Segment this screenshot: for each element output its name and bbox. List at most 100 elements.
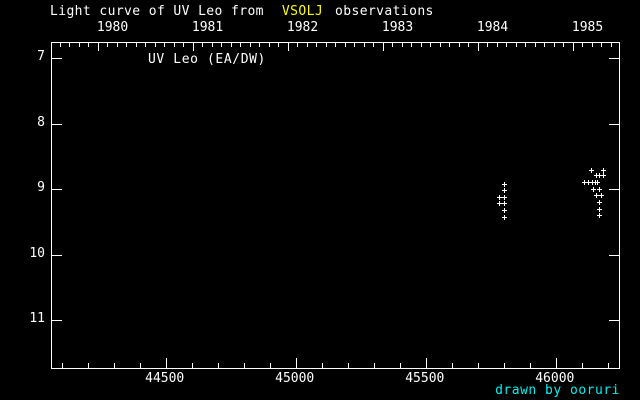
year-minor-tick	[515, 43, 517, 47]
year-minor-tick	[230, 43, 232, 47]
data-point	[496, 195, 502, 200]
data-point	[601, 173, 607, 179]
jd-minor-tick	[529, 363, 531, 368]
year-minor-tick	[135, 43, 137, 47]
year-minor-tick	[306, 43, 308, 47]
data-point	[597, 200, 603, 206]
year-minor-tick	[154, 43, 156, 47]
mag-tick-left	[52, 320, 62, 322]
mag-tick-right	[609, 123, 619, 125]
data-point	[591, 187, 597, 193]
year-minor-tick	[259, 43, 261, 47]
year-minor-tick	[534, 43, 536, 47]
year-minor-tick	[392, 43, 394, 47]
year-major-tick	[382, 43, 384, 51]
year-minor-tick	[116, 43, 118, 47]
jd-minor-tick	[87, 363, 89, 368]
jd-minor-tick	[139, 363, 141, 368]
year-minor-tick	[553, 43, 555, 47]
jd-minor-tick	[191, 363, 193, 368]
year-minor-tick	[582, 43, 584, 47]
year-minor-tick	[506, 43, 508, 47]
year-label: 1981	[191, 20, 224, 35]
year-major-tick	[287, 43, 289, 51]
chart-title-tail: observations	[335, 4, 434, 19]
data-point	[597, 173, 603, 179]
jd-minor-tick	[581, 363, 583, 368]
data-point	[586, 179, 592, 185]
year-minor-tick	[297, 43, 299, 47]
jd-tick-label: 44500	[145, 371, 185, 386]
jd-major-tick	[295, 358, 297, 368]
year-minor-tick	[145, 43, 147, 47]
year-label: 1983	[381, 20, 414, 35]
year-minor-tick	[325, 43, 327, 47]
year-minor-tick	[401, 43, 403, 47]
data-point	[599, 193, 605, 198]
mag-tick-right	[609, 320, 619, 322]
year-minor-tick	[591, 43, 593, 47]
jd-tick-label: 46000	[535, 371, 575, 386]
year-label: 1982	[286, 20, 319, 35]
data-point	[594, 193, 600, 198]
year-minor-tick	[221, 43, 223, 47]
jd-minor-tick	[607, 363, 609, 368]
year-label: 1984	[476, 20, 509, 35]
plot-area	[51, 42, 620, 369]
year-minor-tick	[420, 43, 422, 47]
year-minor-tick	[126, 43, 128, 47]
data-point	[601, 167, 607, 173]
credit-text: drawn by ooruri	[495, 383, 620, 398]
year-minor-tick	[563, 43, 565, 47]
mag-tick-label: 10	[29, 245, 45, 261]
data-point	[501, 188, 507, 194]
data-point	[597, 206, 603, 212]
year-major-tick	[97, 43, 99, 51]
year-minor-tick	[202, 43, 204, 47]
chart-title-highlight: VSOLJ	[281, 4, 324, 19]
jd-minor-tick	[477, 363, 479, 368]
year-minor-tick	[373, 43, 375, 47]
data-point	[501, 181, 507, 187]
year-minor-tick	[78, 43, 80, 47]
jd-minor-tick	[399, 363, 401, 368]
data-point	[597, 212, 603, 218]
year-minor-tick	[268, 43, 270, 47]
jd-tick-label: 45500	[405, 371, 445, 386]
mag-tick-left	[52, 58, 62, 60]
year-minor-tick	[487, 43, 489, 47]
jd-minor-tick	[113, 363, 115, 368]
year-minor-tick	[601, 43, 603, 47]
year-minor-tick	[363, 43, 365, 47]
year-minor-tick	[69, 43, 71, 47]
data-point	[501, 208, 507, 214]
year-label: 1985	[571, 20, 604, 35]
jd-minor-tick	[269, 363, 271, 368]
year-minor-tick	[468, 43, 470, 47]
mag-tick-left	[52, 189, 62, 191]
chart-title: Light curve of UV Leo from VSOLJ observati…	[50, 4, 434, 19]
year-major-tick	[477, 43, 479, 51]
year-minor-tick	[411, 43, 413, 47]
year-minor-tick	[183, 43, 185, 47]
year-minor-tick	[344, 43, 346, 47]
year-minor-tick	[449, 43, 451, 47]
year-label: 1980	[96, 20, 129, 35]
year-minor-tick	[164, 43, 166, 47]
data-point	[597, 187, 603, 193]
data-point	[501, 214, 507, 220]
jd-tick-label: 45000	[275, 371, 315, 386]
year-minor-tick	[173, 43, 175, 47]
year-minor-tick	[335, 43, 337, 47]
mag-tick-label: 9	[37, 180, 45, 196]
data-point	[590, 179, 596, 185]
year-minor-tick	[211, 43, 213, 47]
mag-tick-left	[52, 254, 62, 256]
year-minor-tick	[249, 43, 251, 47]
jd-major-tick	[425, 358, 427, 368]
jd-minor-tick	[61, 363, 63, 368]
year-minor-tick	[458, 43, 460, 47]
year-minor-tick	[278, 43, 280, 47]
year-minor-tick	[88, 43, 90, 47]
